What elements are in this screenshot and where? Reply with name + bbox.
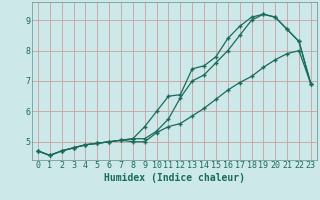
X-axis label: Humidex (Indice chaleur): Humidex (Indice chaleur) [104, 173, 245, 183]
